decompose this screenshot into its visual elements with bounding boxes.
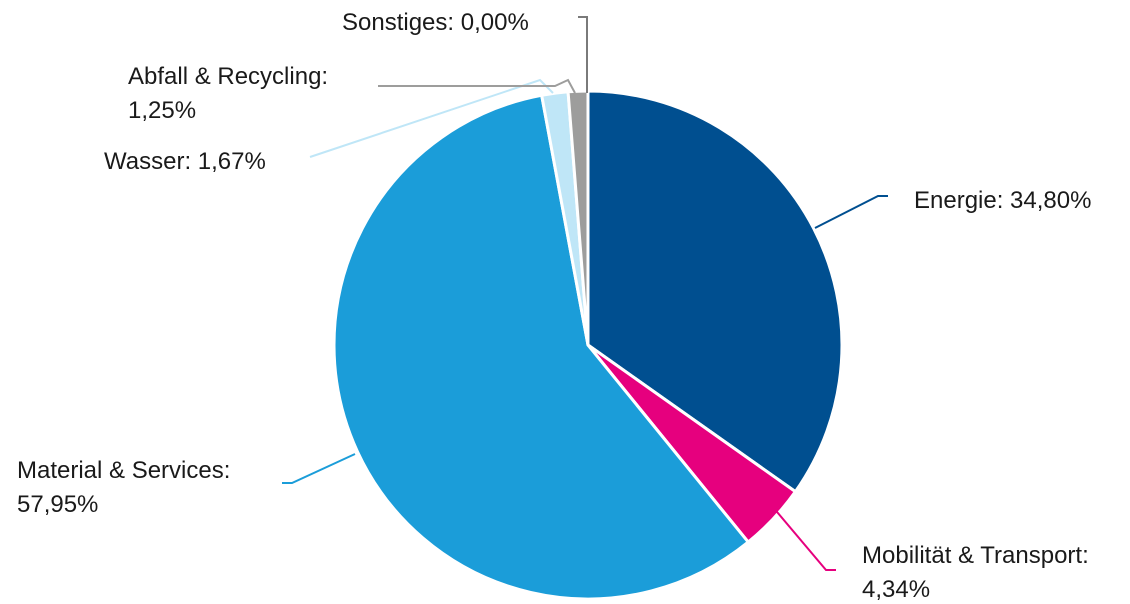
leader-lines bbox=[282, 16, 888, 571]
leader-line-abfall-recycling bbox=[378, 78, 576, 94]
label-sonstiges: Sonstiges: 0,00% bbox=[342, 9, 529, 36]
leader-line-sonstiges bbox=[578, 16, 588, 93]
pie-slices bbox=[332, 89, 844, 601]
leader-line-material-services bbox=[282, 453, 356, 484]
slice-labels: Energie: 34,80% Mobilität & Transport: 4,3… bbox=[17, 9, 1091, 603]
slice-material-services bbox=[332, 93, 750, 601]
label-material-services: Material & Services: 57,95% bbox=[17, 457, 230, 518]
leader-line-energie bbox=[814, 195, 888, 229]
slice-energie bbox=[586, 89, 844, 494]
label-energie: Energie: 34,80% bbox=[914, 187, 1091, 214]
label-abfall-recycling: Abfall & Recycling: 1,25% bbox=[128, 63, 328, 124]
leader-line-wasser bbox=[309, 78, 554, 158]
label-wasser: Wasser: 1,67% bbox=[104, 148, 266, 175]
leader-line-mobilitat-transport bbox=[771, 505, 836, 571]
label-mobilitat-transport: Mobilität & Transport: 4,34% bbox=[862, 542, 1089, 603]
